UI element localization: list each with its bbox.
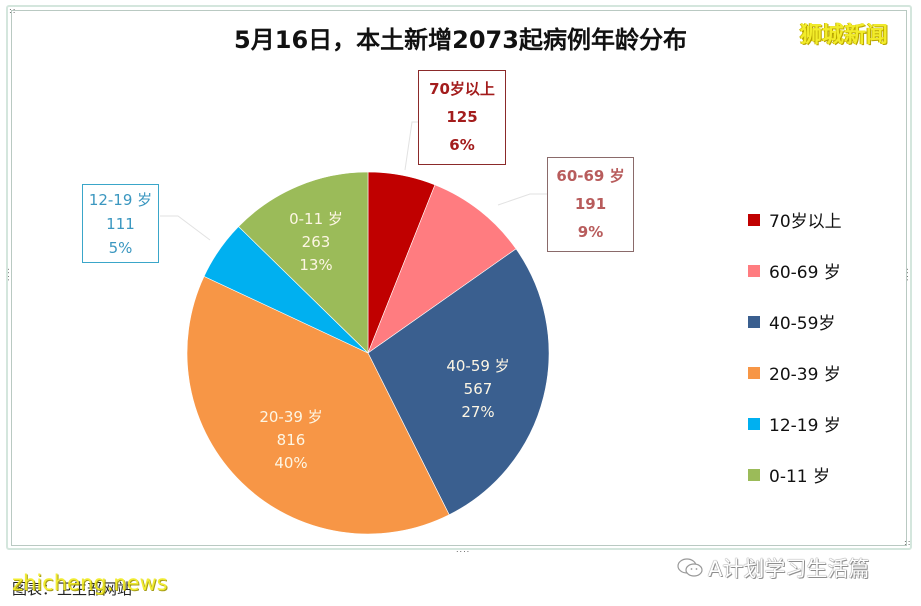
legend-item-70-plus: 70岁以上 <box>748 194 842 245</box>
leader-line-70 <box>404 121 418 171</box>
callout-percent: 5% <box>108 239 133 257</box>
slice-label-text: 20-39 岁 <box>259 408 323 426</box>
slice-label-value: 816 <box>276 431 306 449</box>
legend-label: 70岁以上 <box>769 212 842 232</box>
callout-label: 60-69 岁 <box>556 167 625 185</box>
source-caption: 图表：卫生部网站 <box>12 580 133 598</box>
callout-70-plus: 70岁以上 125 6% <box>418 70 506 165</box>
chart-title: 5月16日，本土新增2073起病例年龄分布 <box>234 26 687 54</box>
chart-frame <box>11 10 907 546</box>
legend-item-60-69: 60-69 岁 <box>748 245 842 296</box>
resize-handle-top-left[interactable]: :: <box>9 6 17 15</box>
callout-12-19: 12-19 岁 111 5% <box>82 184 159 263</box>
resize-handle-right[interactable]: .... <box>905 268 914 283</box>
legend-label: 40-59岁 <box>769 314 836 334</box>
chart-legend: 70岁以上 60-69 岁 40-59岁 20-39 岁 12-19 岁 0-1… <box>748 194 842 500</box>
legend-swatch <box>748 417 760 430</box>
pie-slice <box>186 275 450 535</box>
slice-label-0-11: 0-11 岁 263 13% <box>289 208 343 277</box>
slice-label-percent: 40% <box>274 454 308 472</box>
watermark-wechat-text: A计划学习生活篇 <box>708 557 870 581</box>
legend-label: 20-39 岁 <box>769 365 841 385</box>
callout-label: 70岁以上 <box>429 80 495 98</box>
brand-logo: 狮城新闻 <box>800 23 889 48</box>
legend-item-12-19: 12-19 岁 <box>748 398 842 449</box>
slice-label-text: 0-11 岁 <box>289 210 343 228</box>
slice-label-percent: 27% <box>461 403 495 421</box>
legend-swatch <box>748 468 760 481</box>
resize-handle-bottom-right[interactable]: :: <box>904 538 912 547</box>
slice-label-percent: 13% <box>299 256 333 274</box>
callout-value: 191 <box>574 195 607 213</box>
callout-value: 111 <box>106 215 135 233</box>
legend-swatch <box>748 264 760 277</box>
legend-item-40-59: 40-59岁 <box>748 296 842 347</box>
pie-slice <box>367 248 550 516</box>
slice-label-text: 40-59 岁 <box>446 357 510 375</box>
legend-swatch <box>748 366 760 379</box>
legend-item-0-11: 0-11 岁 <box>748 449 842 500</box>
leader-line-12-19 <box>160 215 211 241</box>
legend-label: 12-19 岁 <box>769 416 841 436</box>
legend-item-20-39: 20-39 岁 <box>748 347 842 398</box>
slice-label-40-59: 40-59 岁 567 27% <box>446 355 509 424</box>
watermark-site: zhicheng.news <box>12 571 168 595</box>
leader-line-60-69 <box>497 193 547 206</box>
legend-swatch <box>748 213 760 226</box>
resize-handle-left[interactable]: .... <box>6 268 15 283</box>
chart-frame-outer <box>6 5 912 550</box>
pie-slice <box>367 184 517 354</box>
callout-60-69: 60-69 岁 191 9% <box>547 157 634 252</box>
callout-label: 12-19 岁 <box>88 191 153 209</box>
slice-label-value: 567 <box>463 380 493 398</box>
pie-slice <box>238 171 369 354</box>
legend-label: 0-11 岁 <box>769 467 830 487</box>
legend-swatch <box>748 315 760 328</box>
slice-label-20-39: 20-39 岁 816 40% <box>259 406 322 475</box>
callout-value: 125 <box>446 108 478 126</box>
wechat-icon <box>677 558 703 577</box>
slice-label-value: 263 <box>301 233 331 251</box>
legend-label: 60-69 岁 <box>769 263 841 283</box>
callout-percent: 6% <box>449 136 475 154</box>
callout-percent: 9% <box>577 223 604 241</box>
watermark-wechat: A计划学习生活篇 <box>676 553 869 583</box>
resize-handle-bottom[interactable]: .... <box>456 545 471 554</box>
